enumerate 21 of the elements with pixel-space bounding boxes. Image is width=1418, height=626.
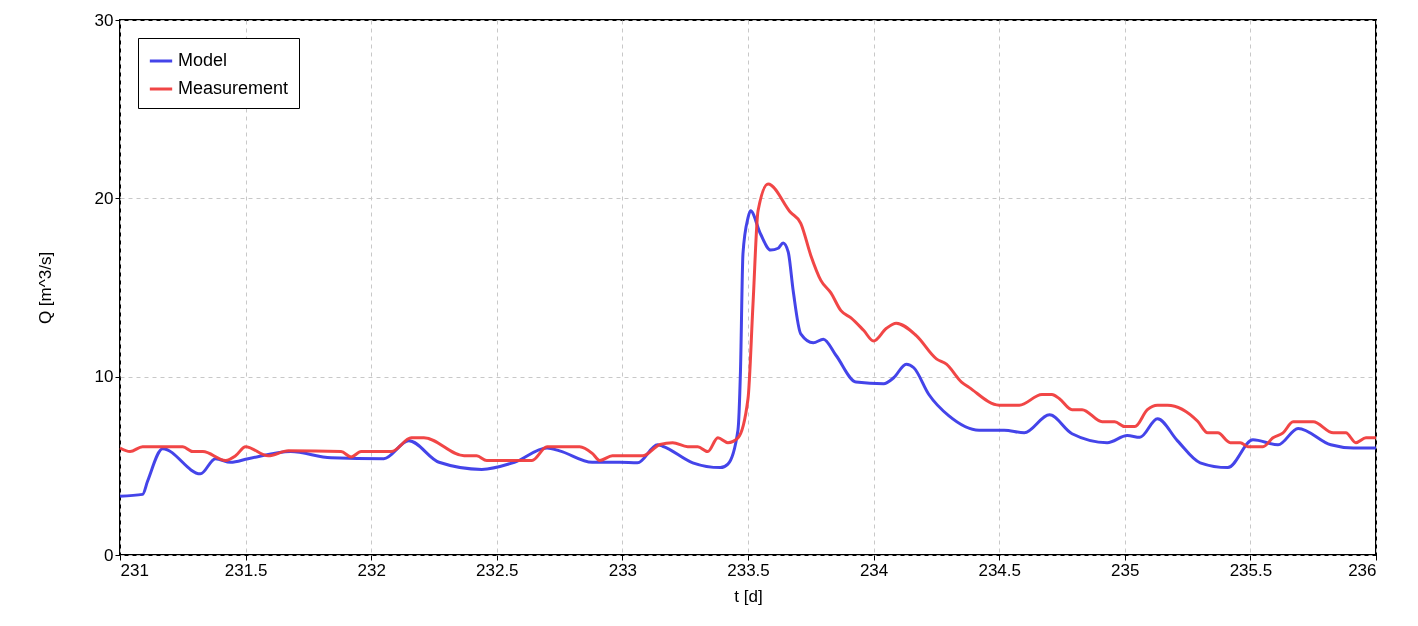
x-tick-label: 231 — [120, 560, 149, 580]
y-tick-label: 0 — [104, 545, 114, 565]
x-tick-label: 234.5 — [978, 560, 1021, 580]
x-tick-label: 233.5 — [727, 560, 770, 580]
line-series — [118, 209, 1378, 498]
x-tick-label: 231.5 — [224, 560, 268, 580]
y-axis-title: Q [m^3/s] — [35, 251, 55, 325]
x-axis-title: t [d] — [734, 586, 763, 606]
x-tick-label: 235 — [1111, 560, 1140, 580]
x-tick-label: 236 — [1348, 560, 1377, 580]
x-tick-label: 232.5 — [476, 560, 519, 580]
y-tick-label: 20 — [94, 188, 114, 208]
y-tick-label: 10 — [94, 367, 114, 387]
x-tick-label: 232 — [357, 560, 386, 580]
x-tick-label: 234 — [859, 560, 889, 580]
x-tick-label: 235.5 — [1229, 560, 1273, 580]
legend-label: Model — [178, 50, 228, 70]
legend-label: Measurement — [178, 78, 289, 98]
line-series — [118, 182, 1378, 462]
x-tick-label: 233 — [608, 560, 638, 580]
y-tick-label: 30 — [94, 10, 114, 30]
